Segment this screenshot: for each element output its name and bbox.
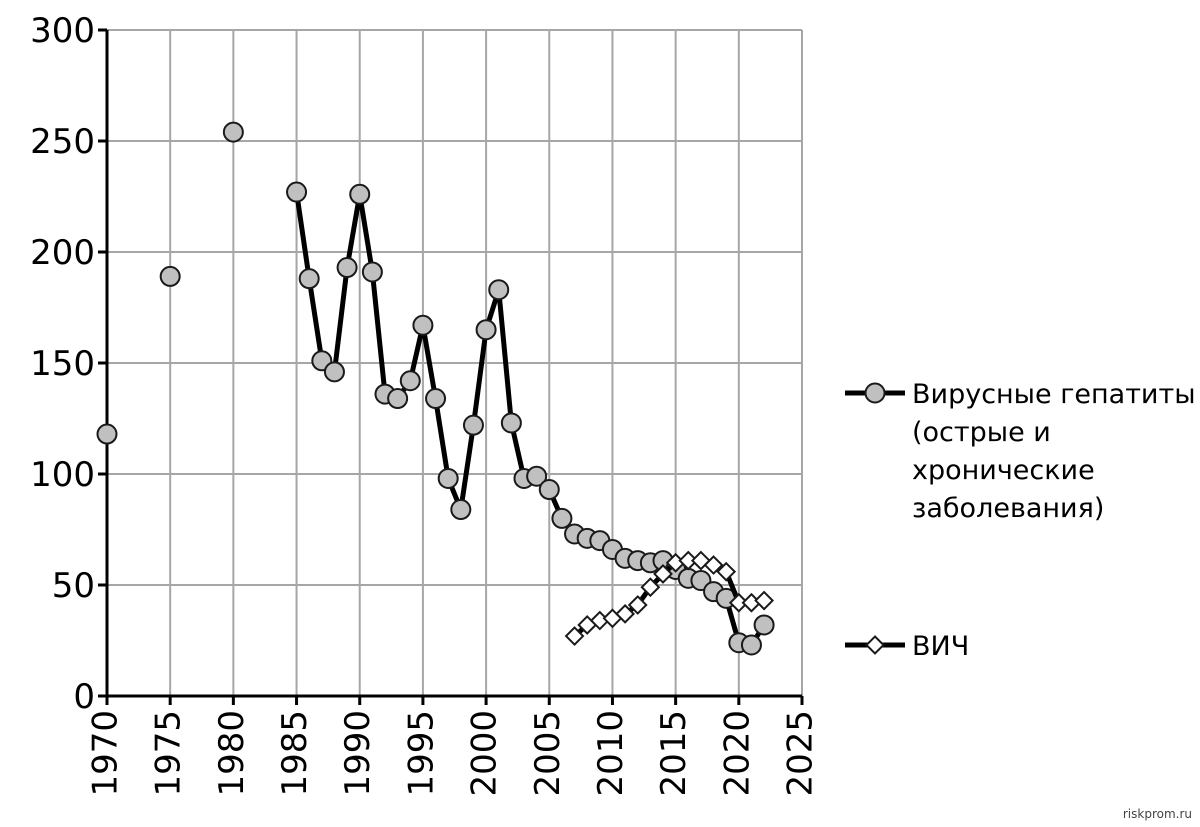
x-tick-label: 2005 [528,710,568,797]
watermark: riskprom.ru [1123,807,1192,821]
data-point [286,181,308,203]
data-point [475,319,497,341]
data-point [96,423,118,445]
x-tick-label: 1985 [275,710,315,797]
data-point [551,507,573,529]
data-point [336,257,358,279]
data-point [462,414,484,436]
data-point [526,465,548,487]
data-point [488,279,510,301]
x-tick-label: 2025 [781,710,821,797]
data-point [627,595,648,615]
y-tick-label: 50 [52,566,95,606]
y-tick-label: 0 [73,677,95,717]
data-point [222,121,244,143]
x-tick-label: 2020 [717,710,757,797]
data-point [361,261,383,283]
data-point [753,614,775,636]
series-layer [96,121,775,656]
x-tick-label: 2000 [465,710,505,797]
legend: Вирусные гепатиты (острые и хронические заб… [845,379,1196,662]
legend-marker [865,635,885,655]
data-point [716,561,737,582]
grid [106,29,803,697]
legend-marker [864,382,886,404]
y-tick-label: 200 [30,233,95,273]
data-point [159,265,181,287]
x-tick-label: 2010 [591,710,631,797]
data-point [425,388,447,410]
legend-label: хронические [912,455,1095,486]
y-axis-ticks: 0 50 100 150 200 250 300 [30,11,95,717]
x-tick-label: 2015 [654,710,694,797]
data-point [399,370,421,392]
data-point [653,563,673,584]
legend-label: Вирусные гепатиты [912,379,1196,410]
series-2 [564,550,775,646]
legend-label: ВИЧ [912,631,969,662]
y-tick-label: 300 [30,11,95,51]
axes [98,28,804,705]
y-tick-label: 150 [30,344,95,384]
data-point [640,577,661,598]
legend-label: заболевания) [912,493,1104,524]
data-point [564,626,585,646]
x-tick-label: 1980 [212,710,252,797]
data-point [412,314,434,336]
x-tick-label: 1995 [401,710,441,797]
data-point [387,388,409,410]
x-tick-label: 1990 [338,710,378,797]
data-point [450,499,472,521]
x-axis-ticks: 1970 1975 1980 1985 1990 1995 2000 2005 2010 2015… [86,710,821,797]
data-point [703,555,724,575]
data-point [740,634,762,656]
data-point [437,467,459,489]
data-point [349,183,371,205]
data-point [323,361,345,383]
data-point [538,479,560,501]
data-point [615,603,636,624]
data-point [298,268,320,290]
y-tick-label: 100 [30,455,95,495]
legend-label: (острые и [912,417,1051,448]
x-tick-label: 1970 [86,710,126,797]
x-tick-label: 1975 [149,710,189,797]
y-tick-label: 250 [30,122,95,162]
data-point [754,590,775,611]
series-1 [96,121,775,656]
data-point [500,412,522,434]
